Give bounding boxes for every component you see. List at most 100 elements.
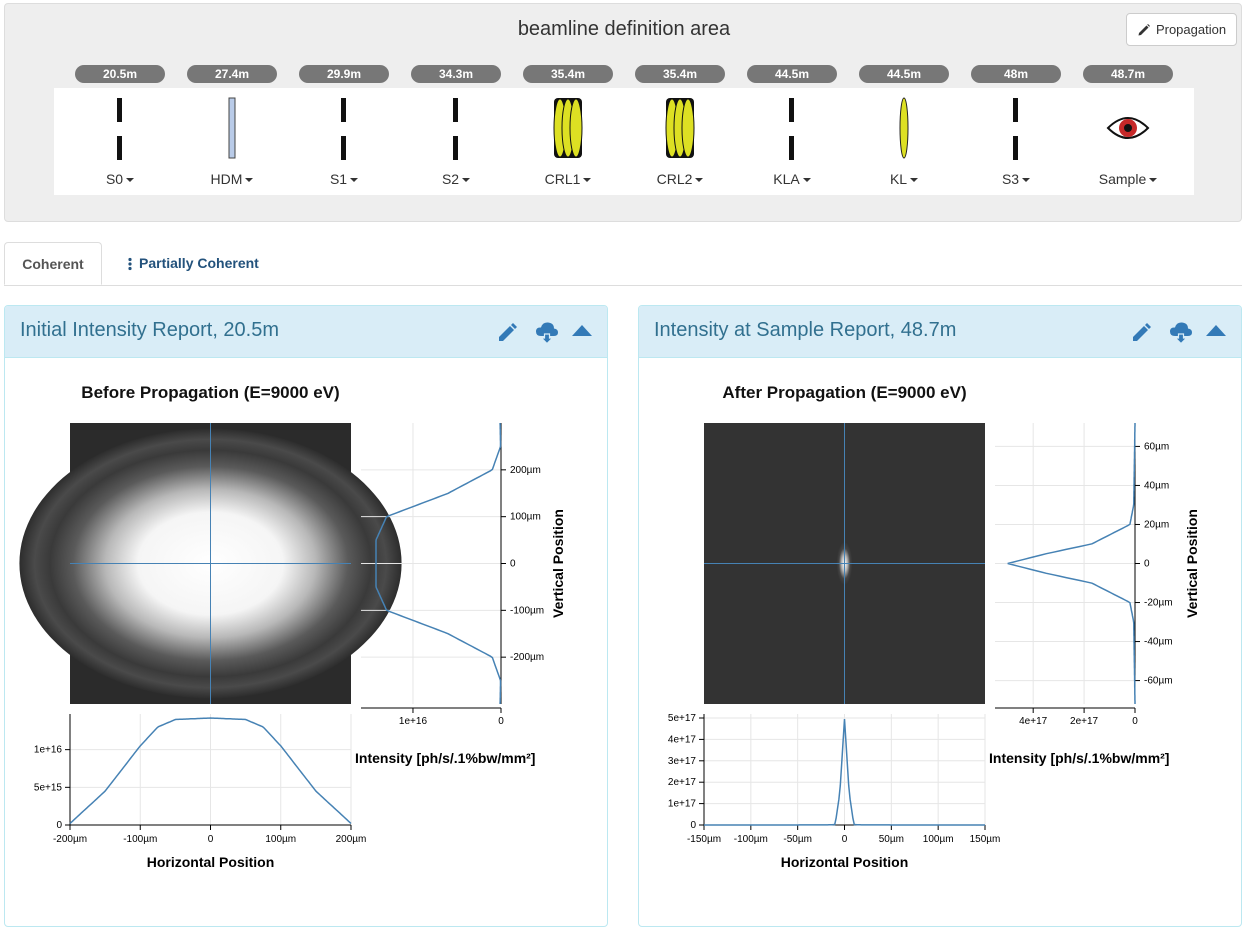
tick-label: -100µm — [123, 834, 157, 845]
tick-label: 5e+15 — [34, 782, 63, 793]
pencil-icon[interactable] — [496, 320, 520, 344]
beamline-element-sample[interactable]: Sample — [1072, 88, 1184, 195]
aperture-icon — [1013, 98, 1018, 160]
element-label: CRL2 — [656, 171, 693, 187]
lens-icon — [899, 97, 909, 159]
caret-down-icon — [462, 178, 471, 183]
element-position-badge: 44.5m — [747, 65, 837, 83]
element-position-badge: 44.5m — [859, 65, 949, 83]
element-position-badge: 27.4m — [187, 65, 277, 83]
initial-intensity-panel: Initial Intensity Report, 20.5m Before P… — [4, 305, 608, 927]
aperture-icon — [341, 98, 346, 160]
tick-label: 150µm — [970, 834, 1001, 845]
tick-label: 0 — [690, 820, 696, 831]
y-axis-title: Vertical Position — [1184, 509, 1200, 618]
aperture-icon — [453, 98, 458, 160]
tick-label: -200µm — [53, 834, 87, 845]
element-label: KLA — [773, 171, 800, 187]
panel-heading: Initial Intensity Report, 20.5m — [5, 306, 607, 358]
tick-label: 0 — [1144, 559, 1150, 570]
tick-label: 0 — [498, 716, 504, 727]
tick-label: 4e+17 — [1019, 716, 1048, 727]
tick-label: 0 — [1132, 716, 1138, 727]
tick-label: 4e+17 — [668, 734, 697, 745]
x-axis-title: Horizontal Position — [781, 854, 909, 870]
tick-label: -20µm — [1144, 598, 1173, 609]
caret-down-icon — [695, 178, 704, 183]
element-label: S1 — [329, 171, 348, 187]
tick-label: 40µm — [1144, 480, 1169, 491]
plot-title: After Propagation (E=9000 eV) — [722, 383, 966, 402]
tick-label: 60µm — [1144, 441, 1169, 452]
tick-label: 2e+17 — [1070, 716, 1099, 727]
aperture-icon — [117, 98, 122, 160]
tick-label: -100µm — [734, 834, 768, 845]
element-label: CRL1 — [544, 171, 581, 187]
tick-label: -150µm — [687, 834, 721, 845]
chevron-up-icon[interactable] — [1205, 320, 1227, 340]
aperture-icon — [789, 98, 794, 160]
panel-heading: Intensity at Sample Report, 48.7m — [639, 306, 1241, 358]
caret-down-icon — [350, 178, 359, 183]
caret-down-icon — [245, 178, 254, 183]
beamline-elements: S0 HDM S1 S2 CRL1 — [54, 88, 1194, 195]
beamline-element-kl[interactable]: KL — [848, 88, 960, 195]
cloud-download-icon[interactable] — [1169, 320, 1193, 346]
intensity-axis-title: Intensity [ph/s/.1%bw/mm²] — [355, 750, 535, 766]
tick-label: 1e+16 — [399, 716, 428, 727]
element-label: S2 — [441, 171, 460, 187]
intensity-axis-title: Intensity [ph/s/.1%bw/mm²] — [989, 750, 1169, 766]
caret-down-icon — [802, 178, 811, 183]
tick-label: 1e+16 — [34, 745, 63, 756]
tick-label: 100µm — [510, 512, 541, 523]
horizontal-cut-line — [704, 719, 985, 826]
crl-icon — [665, 98, 695, 158]
beamline-element-crl2[interactable]: CRL2 — [624, 88, 736, 195]
element-label: HDM — [210, 171, 243, 187]
tick-label: -60µm — [1144, 676, 1173, 687]
tab-partially-coherent[interactable]: Partially Coherent — [110, 242, 274, 284]
sample-intensity-panel: Intensity at Sample Report, 48.7m After … — [638, 305, 1242, 927]
tick-label: 0 — [510, 559, 516, 570]
caret-down-icon — [1022, 178, 1031, 183]
pencil-icon[interactable] — [1130, 320, 1154, 344]
tick-label: -100µm — [510, 605, 544, 616]
beamline-element-s2[interactable]: S2 — [400, 88, 512, 195]
element-position-badge: 34.3m — [411, 65, 501, 83]
beamline-element-s1[interactable]: S1 — [288, 88, 400, 195]
element-position-badge: 29.9m — [299, 65, 389, 83]
beamline-element-kla[interactable]: KLA — [736, 88, 848, 195]
panel-title: Initial Intensity Report, 20.5m — [20, 319, 280, 341]
tick-label: -40µm — [1144, 637, 1173, 648]
intensity-plot: Before Propagation (E=9000 eV) 0 5e+15 1e+1… — [19, 383, 566, 870]
tab-coherent[interactable]: Coherent — [4, 242, 102, 285]
tick-label: 3e+17 — [668, 756, 697, 767]
tick-label: 20µm — [1144, 519, 1169, 530]
horizontal-cut-line — [69, 717, 352, 825]
element-position-badge: 35.4m — [635, 65, 725, 83]
cloud-download-icon[interactable] — [535, 320, 559, 346]
tab-label: Partially Coherent — [139, 255, 259, 271]
beamline-element-crl1[interactable]: CRL1 — [512, 88, 624, 195]
element-label: S0 — [105, 171, 124, 187]
beamline-element-hdm[interactable]: HDM — [176, 88, 288, 195]
beamline-element-s3[interactable]: S3 — [960, 88, 1072, 195]
element-position-badge: 20.5m — [75, 65, 165, 83]
plot-title: Before Propagation (E=9000 eV) — [81, 383, 339, 402]
element-label: KL — [889, 171, 908, 187]
beamline-definition-area: beamline definition area Propagation 20.… — [4, 3, 1242, 222]
tick-label: -200µm — [510, 652, 544, 663]
caret-down-icon — [126, 178, 135, 183]
y-axis-title: Vertical Position — [550, 509, 566, 618]
chevron-up-icon[interactable] — [571, 320, 593, 340]
caret-down-icon — [1149, 178, 1158, 183]
element-position-badge: 48m — [971, 65, 1061, 83]
propagation-button[interactable]: Propagation — [1126, 13, 1237, 46]
tick-label: 0 — [842, 834, 848, 845]
crl-icon — [553, 98, 583, 158]
vertical-ellipsis-icon — [128, 258, 132, 271]
beamline-element-s0[interactable]: S0 — [64, 88, 176, 195]
tick-label: -50µm — [783, 834, 812, 845]
tick-label: 100µm — [923, 834, 954, 845]
tick-label: 2e+17 — [668, 777, 697, 788]
